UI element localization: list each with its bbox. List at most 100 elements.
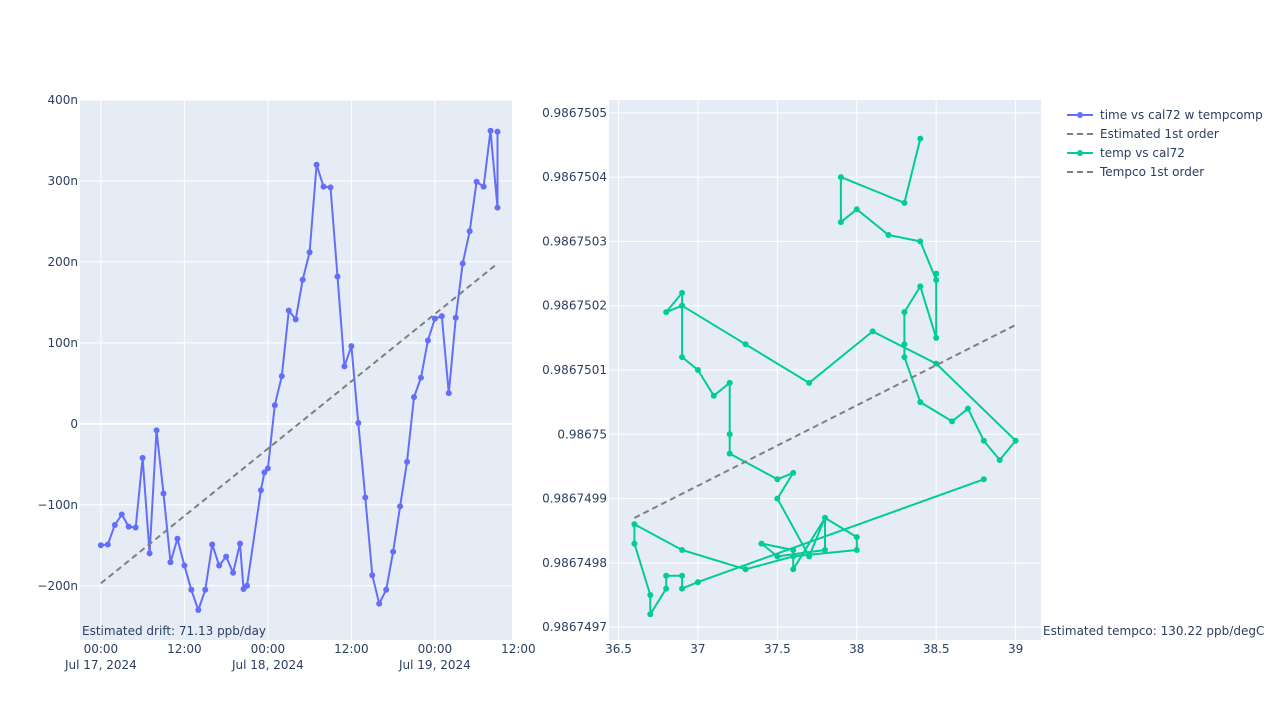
y-tick-label: 0.9867502 bbox=[542, 299, 607, 313]
data-point bbox=[647, 611, 654, 618]
drift-annotation: Estimated drift: 71.13 ppb/day bbox=[82, 624, 266, 638]
x-tick-label: 38 bbox=[849, 642, 864, 656]
data-point bbox=[118, 511, 125, 518]
data-point bbox=[132, 524, 139, 531]
y-tick-label: 0.9867499 bbox=[542, 492, 607, 506]
data-point bbox=[758, 540, 765, 547]
data-point bbox=[790, 469, 797, 476]
data-point bbox=[742, 566, 749, 573]
y-tick-label: 0.9867505 bbox=[542, 106, 607, 120]
data-point bbox=[292, 316, 299, 323]
y-tick-label: −100n bbox=[37, 498, 78, 512]
data-point bbox=[355, 420, 362, 427]
data-point bbox=[790, 547, 797, 553]
data-point bbox=[663, 309, 670, 316]
data-point bbox=[104, 541, 111, 548]
data-point bbox=[901, 341, 908, 348]
x-tick-label: 39 bbox=[1008, 642, 1023, 656]
data-point bbox=[933, 270, 940, 277]
data-point bbox=[837, 174, 844, 181]
data-point bbox=[679, 289, 686, 296]
x-tick-label: 00:00 bbox=[418, 642, 453, 656]
x-tick-label: 12:00 bbox=[167, 642, 202, 656]
legend-label: temp vs cal72 bbox=[1100, 146, 1185, 160]
x-tick-date-label: Jul 19, 2024 bbox=[398, 658, 471, 672]
legend-item-2[interactable]: temp vs cal72 bbox=[1067, 146, 1185, 160]
x-tick-date-label: Jul 17, 2024 bbox=[64, 658, 137, 672]
x-tick-label: 37 bbox=[690, 642, 705, 656]
tempco-annotation: Estimated tempco: 130.22 ppb/degC bbox=[1043, 624, 1264, 638]
data-point bbox=[933, 360, 940, 367]
data-point bbox=[980, 476, 987, 483]
data-point bbox=[285, 307, 292, 314]
data-point bbox=[1012, 437, 1019, 444]
x-tick-label: 12:00 bbox=[334, 642, 369, 656]
data-point bbox=[261, 469, 268, 476]
data-point bbox=[452, 314, 459, 321]
data-point bbox=[933, 334, 940, 341]
x-tick-label: 36.5 bbox=[605, 642, 632, 656]
data-point bbox=[917, 238, 924, 245]
data-point bbox=[480, 183, 487, 190]
data-point bbox=[257, 487, 264, 494]
legend-item-0[interactable]: time vs cal72 w tempcomp bbox=[1067, 108, 1263, 122]
data-point bbox=[853, 206, 860, 213]
data-point bbox=[774, 476, 781, 483]
data-point bbox=[901, 354, 908, 361]
x-tick-date-label: Jul 18, 2024 bbox=[231, 658, 304, 672]
data-point bbox=[742, 341, 749, 348]
data-point bbox=[679, 585, 686, 592]
data-point bbox=[694, 579, 701, 586]
data-point bbox=[306, 249, 313, 256]
legend-item-1[interactable]: Estimated 1st order bbox=[1067, 127, 1219, 141]
data-point bbox=[278, 373, 285, 380]
axis-layer: 00:00 Jul 17, 2024 12:00 00:00 Jul 18, 2024 1… bbox=[37, 93, 1023, 672]
data-point bbox=[125, 523, 132, 530]
data-point bbox=[790, 553, 797, 560]
data-point bbox=[417, 374, 424, 381]
data-point bbox=[271, 402, 278, 409]
data-point bbox=[822, 547, 828, 553]
data-point bbox=[774, 553, 781, 560]
data-point bbox=[146, 550, 153, 557]
legend-label: Estimated 1st order bbox=[1100, 127, 1219, 141]
data-point bbox=[806, 379, 813, 386]
data-point bbox=[996, 457, 1003, 463]
x-tick-label: 38.5 bbox=[923, 642, 950, 656]
data-point bbox=[694, 367, 701, 373]
x-tick-label: 12:00 bbox=[501, 642, 536, 656]
legend: time vs cal72 w tempcomp Estimated 1st o… bbox=[1067, 108, 1263, 179]
data-point bbox=[341, 363, 348, 370]
data-point bbox=[313, 161, 320, 168]
data-point bbox=[726, 379, 733, 386]
data-point bbox=[209, 541, 216, 548]
data-point bbox=[320, 183, 327, 190]
y-tick-label: 0.9867504 bbox=[542, 170, 607, 184]
data-point bbox=[631, 540, 638, 547]
data-point bbox=[901, 199, 908, 206]
data-point bbox=[299, 276, 306, 283]
data-point bbox=[964, 405, 971, 412]
data-point bbox=[411, 394, 418, 401]
y-tick-label: 0.9867497 bbox=[542, 620, 607, 634]
data-point bbox=[885, 232, 892, 238]
data-point bbox=[679, 547, 686, 553]
data-point bbox=[139, 454, 146, 461]
data-point bbox=[806, 553, 813, 560]
data-point bbox=[663, 572, 670, 579]
data-point bbox=[376, 600, 383, 607]
x-tick-label: 37.5 bbox=[764, 642, 791, 656]
legend-item-3[interactable]: Tempco 1st order bbox=[1067, 165, 1204, 179]
y-tick-label: 0.9867503 bbox=[542, 234, 607, 248]
series-line bbox=[633, 138, 1017, 616]
data-point bbox=[195, 607, 202, 614]
data-point bbox=[188, 586, 195, 593]
data-point bbox=[726, 450, 733, 457]
data-point bbox=[647, 592, 654, 598]
data-point bbox=[679, 302, 686, 309]
data-point bbox=[348, 343, 355, 350]
data-point bbox=[917, 135, 924, 142]
y-tick-label: −200n bbox=[37, 579, 78, 593]
y-tick-label: 0 bbox=[70, 417, 78, 431]
data-point bbox=[424, 337, 431, 344]
